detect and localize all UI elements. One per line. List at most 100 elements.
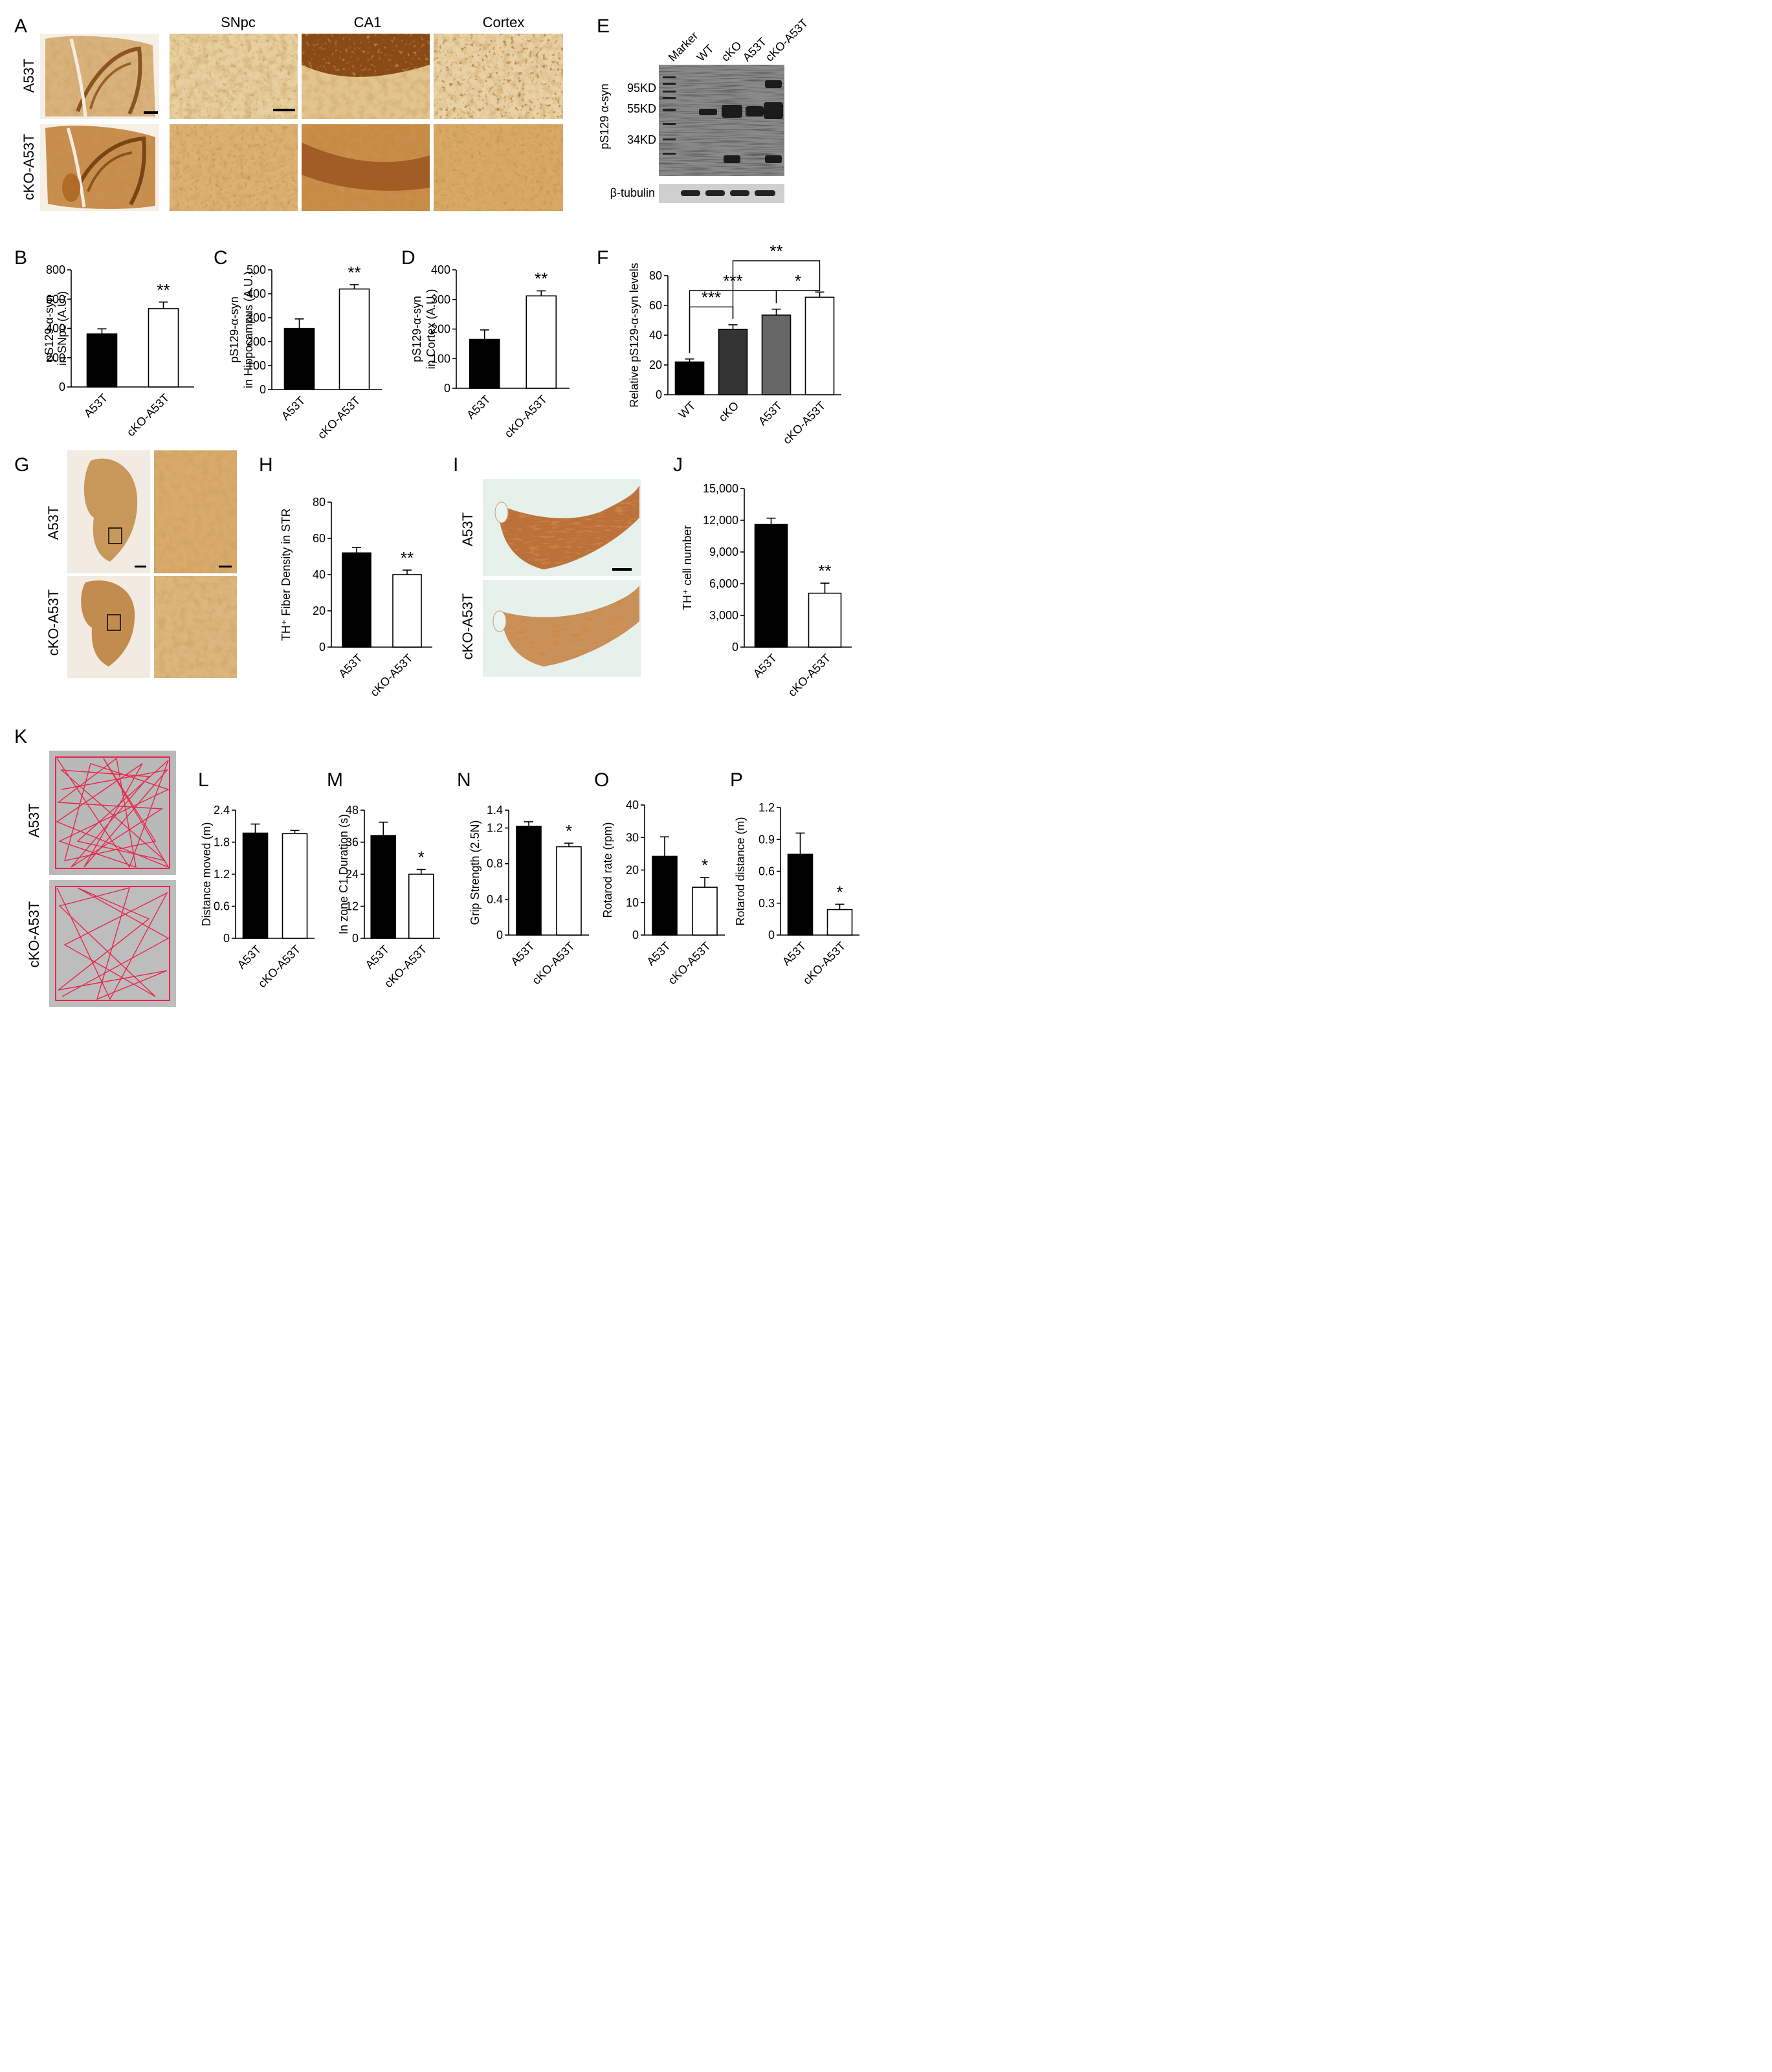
scale-bar — [135, 566, 146, 568]
y-axis-label: Distance moved (m) — [200, 822, 213, 926]
y-tick-label: 20 — [626, 864, 639, 877]
category-label: A53T — [780, 940, 809, 969]
y-tick-label: 40 — [313, 568, 326, 581]
significance-label: ** — [770, 241, 782, 261]
column-header-cortex: Cortex — [483, 14, 525, 30]
y-axis-label: in Cortex (A.U.) — [425, 289, 437, 369]
y-axis-label: pS129-α-syn — [410, 296, 423, 362]
panel-letter-d: D — [401, 247, 415, 269]
significance-label: ** — [818, 561, 831, 580]
y-axis-label: Grip Strength (2.5N) — [469, 820, 482, 925]
significance-label: * — [795, 271, 801, 291]
panel-letter-a: A — [14, 16, 27, 37]
y-axis-label: TH⁺ cell number — [681, 525, 694, 611]
bar — [526, 295, 557, 389]
panel-letters: A E B C D F G H I J K L M N O P — [14, 16, 743, 791]
row-label-cko-a53t: cKO-A53T — [460, 593, 476, 660]
y-tick-label: 0.6 — [759, 865, 775, 878]
chart-d: 0 100 200 300 400 A53T cKO-A53T ** pS129-α-syn in… — [410, 263, 570, 440]
y-tick-label: 0 — [59, 380, 65, 393]
bar — [761, 314, 792, 395]
scale-bar — [273, 109, 295, 111]
blot-image — [659, 65, 784, 176]
y-tick-label: 1.2 — [214, 868, 230, 881]
panel-letter-b: B — [14, 247, 27, 269]
bar — [718, 328, 748, 395]
brain-section-a53t — [40, 34, 159, 119]
chart-j: 0 3,000 6,000 9,000 12,000 15,000 A53T cKO-A53T… — [681, 482, 852, 699]
micrograph-a53t-cortex — [434, 34, 563, 119]
bar — [408, 874, 434, 939]
y-tick-label: 0 — [768, 929, 775, 942]
brain-section-cko-a53t — [40, 124, 159, 211]
panel-a: SNpc CA1 Cortex A53T cKO-A53T — [21, 14, 563, 211]
category-label: cKO-A53T — [801, 940, 848, 987]
y-tick-label: 0 — [656, 388, 662, 401]
y-axis-label: in SNpc (A.U.) — [56, 291, 69, 366]
lane-label-cko: cKO — [719, 39, 744, 64]
striatum-section-cko — [67, 576, 150, 678]
marker-34kd: 34KD — [627, 133, 656, 146]
y-tick-label: 600 — [46, 292, 65, 305]
snpc-th-cko — [483, 580, 641, 677]
category-label: A53T — [756, 399, 785, 428]
scale-bar — [612, 568, 632, 571]
panel-letter-c: C — [214, 247, 228, 269]
panel-letter-e: E — [597, 16, 610, 37]
lane-label-wt: WT — [694, 42, 716, 64]
y-axis-label: pS129-α-syn — [228, 296, 241, 362]
category-label: cKO-A53T — [781, 399, 828, 447]
micrograph-cko-snpc — [170, 124, 298, 211]
bar — [392, 574, 422, 648]
y-tick-label: 10 — [626, 896, 639, 909]
y-tick-label: 2.4 — [214, 804, 230, 817]
row-label-a53t: A53T — [21, 59, 37, 93]
marker-55kd: 55KD — [627, 102, 656, 115]
significance-bracket — [732, 260, 821, 319]
y-tick-label: 300 — [247, 311, 266, 324]
y-axis-label: In zone C1 Duration (s) — [337, 814, 350, 934]
loading-control-label: β-tubulin — [610, 186, 655, 199]
y-tick-label: 0 — [319, 641, 326, 654]
scale-bar — [219, 566, 232, 568]
row-label-cko-a53t: cKO-A53T — [21, 134, 37, 201]
panel-letter-h: H — [259, 454, 273, 476]
significance-label: * — [836, 882, 843, 901]
bar — [86, 333, 118, 388]
y-tick-label: 0.9 — [759, 833, 775, 846]
category-label: cKO-A53T — [786, 652, 834, 700]
category-label: A53T — [336, 652, 365, 681]
significance-bracket — [775, 286, 821, 303]
category-label: A53T — [279, 394, 308, 423]
y-tick-label: 20 — [313, 604, 326, 617]
y-tick-label: 15,000 — [703, 482, 738, 495]
category-label: cKO-A53T — [502, 393, 550, 441]
category-label: A53T — [751, 652, 780, 681]
bar — [242, 832, 269, 939]
panel-letter-l: L — [198, 769, 209, 791]
y-tick-label: 40 — [649, 329, 662, 342]
y-tick-label: 60 — [649, 299, 662, 312]
category-label: A53T — [235, 943, 264, 972]
bar — [148, 308, 179, 388]
striatum-section-a53t — [67, 450, 150, 573]
y-tick-label: 500 — [247, 263, 266, 276]
y-tick-label: 200 — [431, 323, 450, 336]
micrograph-cko-cortex — [434, 124, 563, 211]
y-tick-label: 400 — [46, 322, 65, 335]
bar — [338, 288, 370, 390]
significance-label: ** — [157, 280, 170, 300]
category-label: cKO — [716, 399, 741, 424]
y-tick-label: 0.3 — [759, 897, 775, 910]
panel-letter-n: N — [457, 769, 471, 791]
row-label-a53t: A53T — [45, 506, 61, 540]
column-header-ca1: CA1 — [354, 14, 382, 30]
y-tick-label: 0 — [732, 641, 738, 654]
bar — [282, 833, 308, 939]
bar — [692, 887, 718, 936]
y-tick-label: 100 — [431, 352, 450, 365]
y-tick-label: 20 — [649, 358, 662, 371]
